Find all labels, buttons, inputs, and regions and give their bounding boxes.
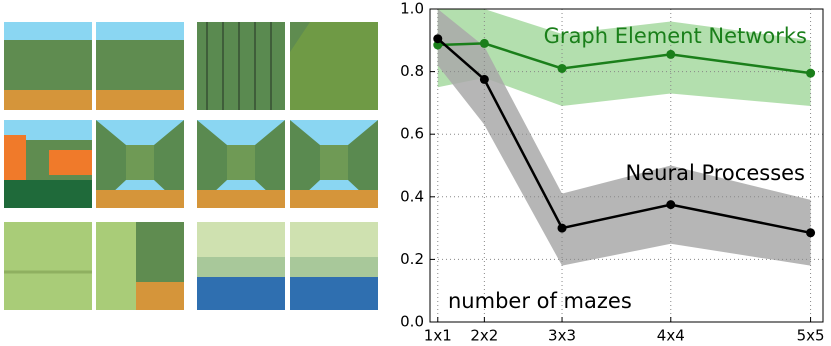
x-tick-label: 2x2 — [470, 327, 498, 345]
thumb-part — [255, 120, 285, 208]
thumb-part — [4, 180, 92, 208]
thumbnail — [4, 222, 92, 310]
plot-frame — [429, 8, 824, 323]
thumb-part — [320, 145, 348, 180]
lines — [433, 34, 816, 238]
thumbnail — [290, 120, 378, 208]
thumb-part — [96, 90, 184, 110]
data-point — [479, 38, 489, 48]
thumb-part — [290, 22, 378, 110]
thumb-part — [154, 120, 184, 208]
thumbnail — [290, 222, 378, 310]
y-tick-label: 1.0 — [400, 0, 424, 18]
thumbnail — [96, 120, 184, 208]
thumb-part — [4, 135, 26, 190]
thumb-part — [197, 277, 285, 310]
thumb-part — [4, 222, 92, 310]
labels: 0.0 0.2 0.4 0.6 0.8 1.0 1x1 2x2 3x3 4x4 5x5 number … — [400, 0, 824, 345]
maze-thumbnails — [4, 22, 378, 310]
series-label: Neural Processes — [626, 161, 805, 185]
thumb-part — [197, 120, 227, 208]
y-tick-label: 0.4 — [400, 187, 424, 205]
x-tick-label: 4x4 — [657, 327, 685, 345]
bands — [437, 9, 811, 266]
data-point — [806, 68, 816, 78]
thumbnail — [96, 22, 184, 110]
y-tick-label: 0.2 — [400, 250, 424, 268]
thumbnail — [4, 120, 92, 208]
thumbnail — [197, 22, 285, 110]
thumb-part — [96, 120, 126, 208]
thumb-part — [348, 120, 378, 208]
data-point — [806, 228, 816, 238]
thumb-part — [290, 257, 378, 277]
data-point — [666, 200, 676, 210]
thumb-part — [197, 190, 285, 208]
thumbnail — [197, 222, 285, 310]
thumbnail — [290, 22, 378, 110]
y-tick-label: 0.6 — [400, 125, 424, 143]
series-label: Graph Element Networks — [544, 24, 807, 48]
thumb-part — [136, 282, 184, 310]
thumb-part — [290, 190, 378, 208]
x-tick-label: 3x3 — [548, 327, 576, 345]
data-point — [433, 40, 443, 50]
data-point — [479, 74, 489, 84]
data-point — [557, 223, 567, 233]
x-tick-label: 1x1 — [424, 327, 452, 345]
data-point — [433, 34, 443, 44]
thumb-part — [96, 190, 184, 208]
thumb-part — [290, 22, 310, 52]
x-tick-label: 5x5 — [797, 327, 825, 345]
confidence-band — [437, 9, 811, 266]
thumb-part — [126, 145, 154, 180]
thumb-part — [290, 120, 320, 208]
x-axis-label: number of mazes — [448, 289, 632, 313]
confidence-band — [437, 9, 811, 107]
thumb-part — [4, 90, 92, 110]
y-tick-label: 0.0 — [400, 313, 424, 331]
thumbnail — [197, 120, 285, 208]
thumb-part — [290, 277, 378, 310]
data-point — [557, 63, 567, 73]
thumb-part — [96, 40, 184, 90]
thumb-part — [227, 145, 255, 180]
data-point — [666, 49, 676, 59]
thumb-part — [4, 40, 92, 90]
thumbnail — [4, 22, 92, 110]
thumb-part — [49, 150, 92, 175]
thumb-part — [197, 257, 285, 277]
thumb-part — [136, 222, 184, 282]
y-tick-label: 0.8 — [400, 62, 424, 80]
thumbnail — [96, 222, 184, 310]
